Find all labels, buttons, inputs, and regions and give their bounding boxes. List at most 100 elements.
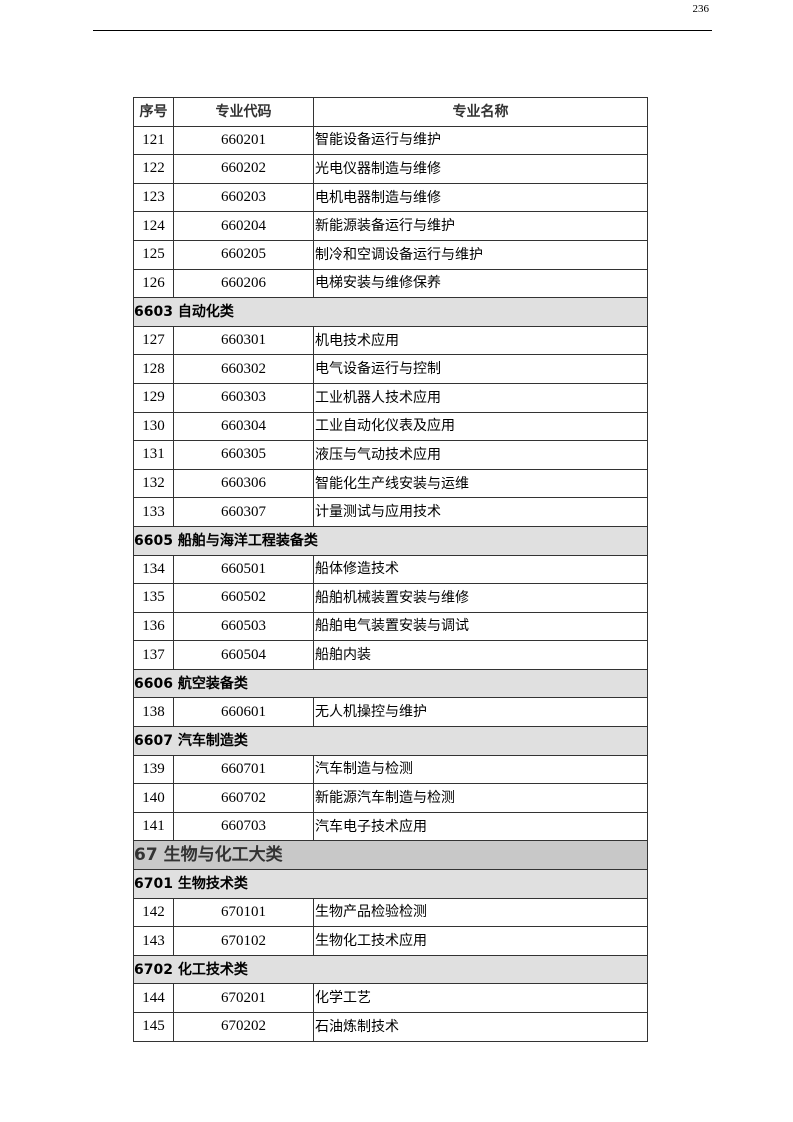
header-name: 专业名称	[313, 97, 648, 127]
row-code: 670102	[173, 926, 314, 956]
row-name: 无人机操控与维护	[313, 697, 648, 728]
category-row: 6606 航空装备类	[133, 668, 648, 699]
row-name: 汽车制造与检测	[313, 754, 648, 785]
row-name: 电气设备运行与控制	[313, 354, 648, 384]
table-header-row: 序号 专业代码 专业名称	[133, 97, 648, 127]
table-row: 141 660703 汽车电子技术应用	[133, 811, 648, 842]
row-name: 化学工艺	[313, 983, 648, 1013]
row-code: 660703	[173, 811, 314, 842]
row-code: 670101	[173, 897, 314, 928]
table-row: 140 660702 新能源汽车制造与检测	[133, 783, 648, 813]
row-code: 660201	[173, 125, 314, 156]
row-no: 142	[133, 897, 174, 928]
row-name: 船体修造技术	[313, 554, 648, 585]
row-no: 134	[133, 554, 174, 585]
row-code: 660206	[173, 268, 314, 299]
page-number: 236	[692, 3, 710, 15]
row-no: 128	[133, 354, 174, 384]
row-code: 660302	[173, 354, 314, 384]
header-code: 专业代码	[173, 97, 314, 127]
row-name: 工业自动化仪表及应用	[313, 411, 648, 442]
row-name: 电梯安装与维修保养	[313, 268, 648, 299]
row-code: 670202	[173, 1012, 314, 1042]
table-row: 133 660307 计量测试与应用技术	[133, 497, 648, 527]
row-name: 智能化生产线安装与运维	[313, 468, 648, 499]
row-name: 工业机器人技术应用	[313, 382, 648, 413]
major-category-title: 67 生物与化工大类	[133, 840, 648, 871]
row-code: 670201	[173, 983, 314, 1013]
category-title: 6701 生物技术类	[133, 869, 648, 899]
row-name: 船舶电气装置安装与调试	[313, 611, 648, 642]
row-code: 660306	[173, 468, 314, 499]
row-no: 145	[133, 1012, 174, 1042]
major-category-row: 67 生物与化工大类	[133, 840, 648, 871]
row-code: 660304	[173, 411, 314, 442]
category-title: 6702 化工技术类	[133, 954, 648, 985]
table-row: 121 660201 智能设备运行与维护	[133, 125, 648, 156]
table-row: 135 660502 船舶机械装置安装与维修	[133, 583, 648, 613]
row-no: 143	[133, 926, 174, 956]
row-name: 计量测试与应用技术	[313, 497, 648, 527]
row-name: 光电仪器制造与维修	[313, 154, 648, 184]
row-code: 660204	[173, 211, 314, 241]
row-name: 汽车电子技术应用	[313, 811, 648, 842]
row-no: 124	[133, 211, 174, 241]
row-name: 电机电器制造与维修	[313, 182, 648, 213]
table-row: 131 660305 液压与气动技术应用	[133, 440, 648, 470]
row-code: 660305	[173, 440, 314, 470]
row-code: 660307	[173, 497, 314, 527]
table-row: 132 660306 智能化生产线安装与运维	[133, 468, 648, 499]
category-title: 6607 汽车制造类	[133, 726, 648, 756]
row-code: 660504	[173, 640, 314, 670]
table-row: 127 660301 机电技术应用	[133, 325, 648, 356]
row-name: 机电技术应用	[313, 325, 648, 356]
row-no: 144	[133, 983, 174, 1013]
row-code: 660501	[173, 554, 314, 585]
row-name: 新能源汽车制造与检测	[313, 783, 648, 813]
table-row: 137 660504 船舶内装	[133, 640, 648, 670]
row-code: 660205	[173, 239, 314, 270]
row-no: 123	[133, 182, 174, 213]
table-row: 125 660205 制冷和空调设备运行与维护	[133, 239, 648, 270]
table-row: 124 660204 新能源装备运行与维护	[133, 211, 648, 241]
table-row: 139 660701 汽车制造与检测	[133, 754, 648, 785]
category-row: 6603 自动化类	[133, 297, 648, 327]
row-code: 660502	[173, 583, 314, 613]
row-no: 130	[133, 411, 174, 442]
category-title: 6606 航空装备类	[133, 668, 648, 699]
row-code: 660601	[173, 697, 314, 728]
table-row: 144 670201 化学工艺	[133, 983, 648, 1013]
majors-table: 序号 专业代码 专业名称 121 660201 智能设备运行与维护 122 660202…	[133, 97, 648, 1042]
row-no: 137	[133, 640, 174, 670]
row-no: 122	[133, 154, 174, 184]
table-body: 121 660201 智能设备运行与维护 122 660202 光电仪器制造与维修 123 6…	[133, 125, 648, 1042]
header-no: 序号	[133, 97, 174, 127]
table-row: 142 670101 生物产品检验检测	[133, 897, 648, 928]
table-row: 136 660503 船舶电气装置安装与调试	[133, 611, 648, 642]
row-no: 133	[133, 497, 174, 527]
row-name: 生物产品检验检测	[313, 897, 648, 928]
table-row: 123 660203 电机电器制造与维修	[133, 182, 648, 213]
table-row: 122 660202 光电仪器制造与维修	[133, 154, 648, 184]
row-no: 138	[133, 697, 174, 728]
category-title: 6603 自动化类	[133, 297, 648, 327]
row-no: 126	[133, 268, 174, 299]
row-name: 船舶机械装置安装与维修	[313, 583, 648, 613]
row-code: 660702	[173, 783, 314, 813]
row-no: 132	[133, 468, 174, 499]
row-no: 129	[133, 382, 174, 413]
category-row: 6701 生物技术类	[133, 869, 648, 899]
category-title: 6605 船舶与海洋工程装备类	[133, 525, 648, 556]
row-name: 液压与气动技术应用	[313, 440, 648, 470]
row-no: 135	[133, 583, 174, 613]
row-code: 660202	[173, 154, 314, 184]
table-row: 129 660303 工业机器人技术应用	[133, 382, 648, 413]
row-code: 660503	[173, 611, 314, 642]
row-no: 140	[133, 783, 174, 813]
table-row: 130 660304 工业自动化仪表及应用	[133, 411, 648, 442]
table-row: 138 660601 无人机操控与维护	[133, 697, 648, 728]
row-no: 136	[133, 611, 174, 642]
table-row: 143 670102 生物化工技术应用	[133, 926, 648, 956]
row-no: 131	[133, 440, 174, 470]
row-no: 139	[133, 754, 174, 785]
